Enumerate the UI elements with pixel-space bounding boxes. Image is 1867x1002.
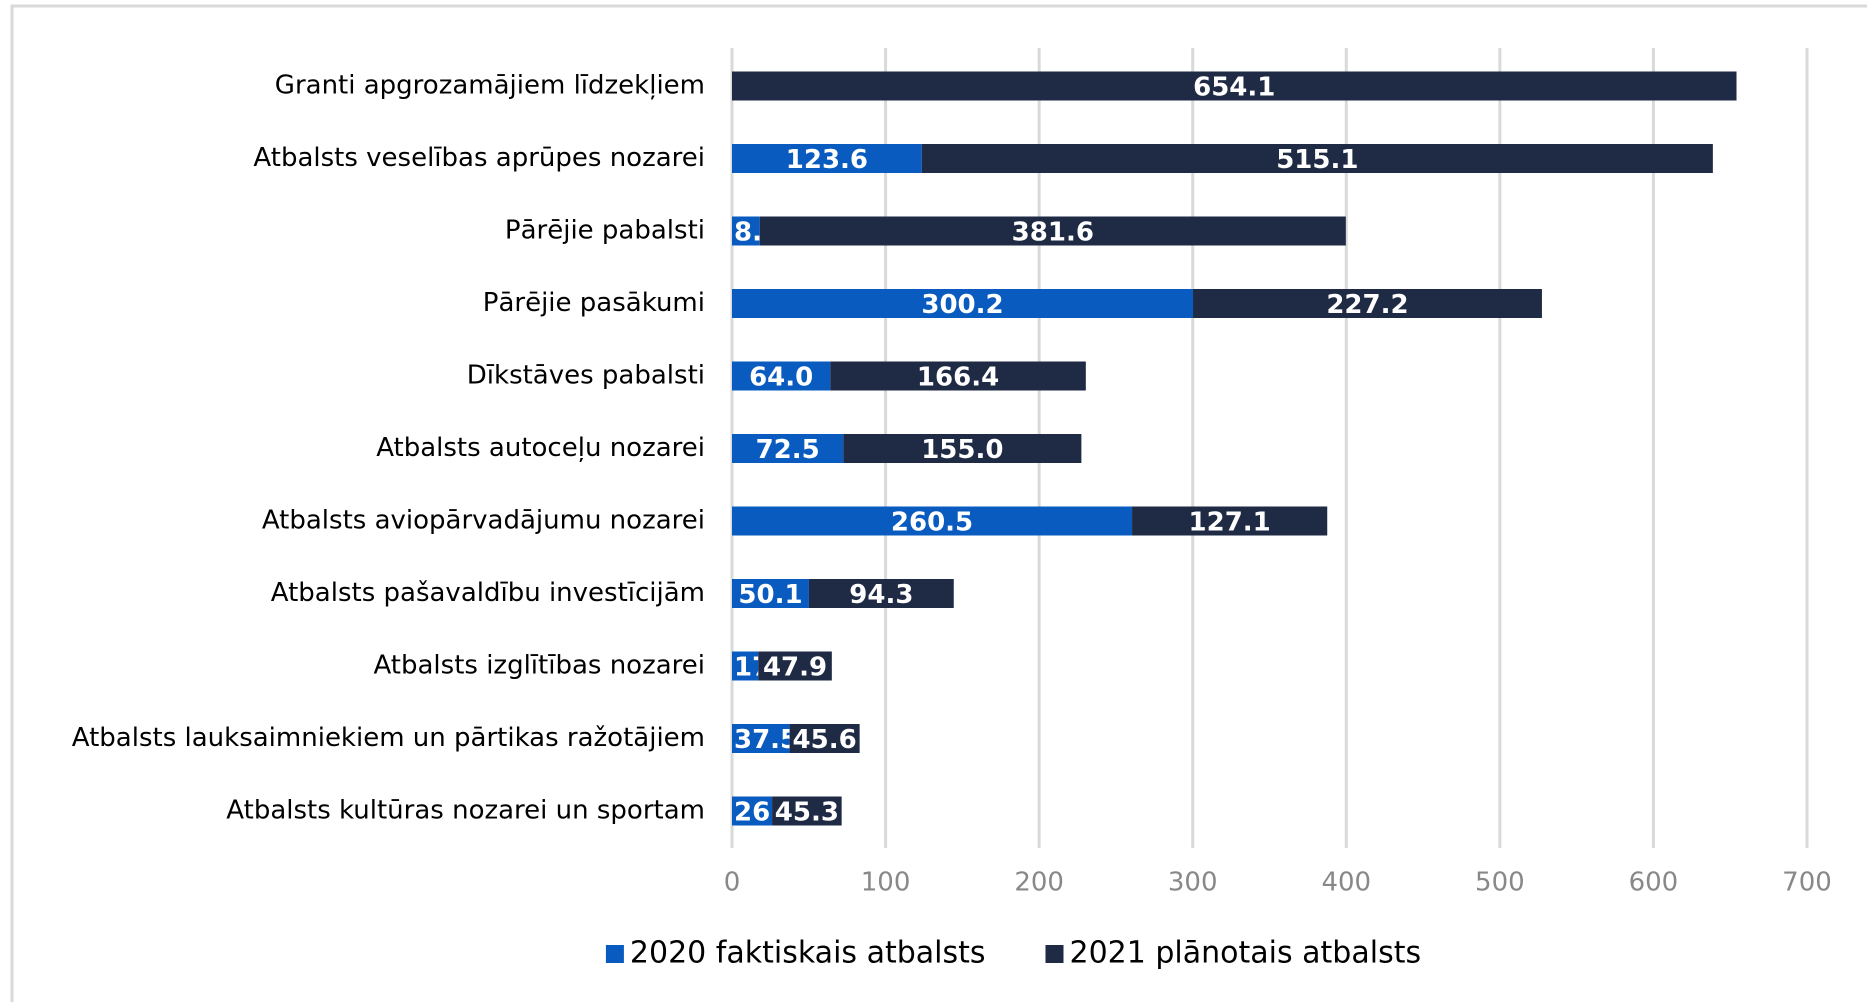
y-tick-label: Atbalsts kultūras nozarei un sportam [226,796,705,826]
bar-segment [732,434,844,463]
x-tick-label: 200 [1014,868,1064,898]
y-tick-label: Dīkstāves pabalsti [467,361,705,391]
bar-segment [732,796,773,826]
bar-segment [732,579,809,608]
data-label: 127.1 [1189,508,1271,538]
bar-segment [1132,506,1328,536]
data-label: 47.9 [763,653,827,683]
bar-segment [758,651,832,681]
x-tick-label: 700 [1782,868,1832,898]
y-tick-label: Atbalsts lauksaimniekiem un pārtikas raž… [72,723,705,753]
data-label: 94.3 [849,580,913,610]
y-tick-label: Atbalsts izglītības nozarei [373,651,705,681]
x-tick-label: 600 [1629,868,1679,898]
x-tick-label: 400 [1321,868,1371,898]
y-tick-label: Granti apgrozamājiem līdzekļiem [275,71,705,101]
bar-segment [732,289,1194,318]
x-tick-label: 500 [1475,868,1525,898]
data-label: 50.1 [738,580,802,610]
y-tick-label: Pārējie pasākumi [483,288,705,318]
data-label: 515.1 [1276,145,1358,175]
x-tick-label: 100 [861,868,911,898]
bar-segment [732,216,760,246]
bar-segment [732,71,1737,101]
legend-label: 2021 plānotais atbalsts [1070,936,1422,971]
bar-segment [732,724,790,753]
bar-segment [732,361,831,391]
bar-segment [732,144,922,173]
data-label: 166.4 [917,363,999,393]
bar-segment [1193,289,1542,318]
data-label: 64.0 [749,363,813,393]
y-tick-label: Atbalsts veselības aprūpes nozarei [253,143,705,173]
data-label: 227.2 [1326,290,1408,320]
y-tick-label: Atbalsts pašavaldību investīcijām [271,578,705,608]
data-label: 45.3 [775,798,839,828]
data-label: 123.6 [786,145,868,175]
data-label: 72.5 [756,435,820,465]
data-label: 155.0 [921,435,1003,465]
bar-segment [772,796,842,826]
y-tick-label: Atbalsts autoceļu nozarei [376,433,705,463]
bar-segment [808,579,954,608]
legend-label: 2020 faktiskais atbalsts [630,936,986,971]
bar-segment [830,361,1086,391]
y-tick-label: Atbalsts aviopārvadājumu nozarei [262,506,705,536]
x-tick-label: 0 [724,868,741,898]
data-label: 260.5 [891,508,973,538]
data-label: 300.2 [921,290,1003,320]
legend-swatch [1045,945,1064,963]
frame [10,4,1867,1002]
y-tick-label: Pārējie pabalsti [505,216,705,246]
bar-segment [732,506,1133,536]
x-tick-label: 300 [1168,868,1218,898]
bar-segment [789,724,860,753]
data-label: 381.6 [1012,218,1094,248]
data-label: 37.5 [734,725,798,755]
bar-segment [732,651,759,681]
bar-segment [759,216,1346,246]
legend-swatch [605,945,624,963]
data-label: 45.6 [793,725,857,755]
bar-segment [921,144,1713,173]
data-label: 654.1 [1193,73,1275,103]
bar-segment [843,434,1082,463]
